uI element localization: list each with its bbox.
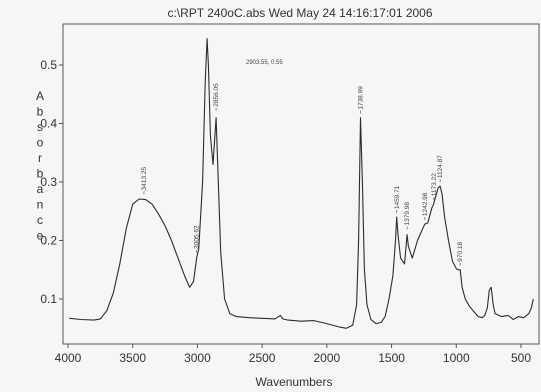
peak-label: 1242.98 xyxy=(422,192,429,216)
y-axis-label-letter: n xyxy=(37,198,44,212)
y-tick-label: 0.4 xyxy=(40,117,57,131)
y-tick-label: 0.5 xyxy=(40,58,57,72)
x-axis-ticks: 4000 3500 3000 2500 2000 1500 1000 500 xyxy=(55,344,531,365)
x-tick-label: 3000 xyxy=(184,351,211,365)
y-axis-ticks: 0.1 0.2 0.3 0.4 0.5 xyxy=(40,58,63,306)
peak-label: 1124.87 xyxy=(437,155,444,178)
peak-label: 3413.25 xyxy=(141,166,148,190)
y-axis-label-letter: c xyxy=(37,213,43,227)
y-tick-label: 0.1 xyxy=(40,292,57,306)
peak-labels: 3413.25 3005.62 2856.05 1738.99 1459.711379.… xyxy=(141,83,464,266)
x-tick-label: 1000 xyxy=(443,351,470,365)
y-axis-label-letter: r xyxy=(38,151,42,165)
y-tick-label: 0.2 xyxy=(40,234,57,248)
plot-frame xyxy=(62,23,540,345)
chart-title: c:\RPT 240oC.abs Wed May 24 14:16:17:01 … xyxy=(167,6,432,20)
x-tick-label: 2500 xyxy=(249,351,276,365)
peak-label: 1738.99 xyxy=(358,86,365,110)
y-axis-label-letter: a xyxy=(37,182,44,196)
y-axis-label-letter: o xyxy=(37,136,44,150)
spectrum-line xyxy=(69,38,534,329)
x-tick-label: 500 xyxy=(511,351,531,365)
y-axis-label-letter: s xyxy=(37,120,43,134)
peak-label: 970.18 xyxy=(457,241,464,261)
x-tick-label: 3500 xyxy=(119,351,146,365)
peak-label: 2856.05 xyxy=(213,83,220,107)
y-axis-label-letter: A xyxy=(36,89,44,103)
y-axis-label-letter: e xyxy=(37,229,44,243)
y-axis-label-letter: b xyxy=(37,105,44,119)
peak-label: 1379.98 xyxy=(404,202,411,226)
peak-label: 1173.22 xyxy=(431,173,438,196)
spectrum-series xyxy=(69,38,534,329)
x-tick-label: 4000 xyxy=(55,351,82,365)
y-tick-label: 0.3 xyxy=(40,175,57,189)
x-tick-label: 1500 xyxy=(378,351,405,365)
cursor-readout: 2903.55, 0.55 xyxy=(246,60,283,66)
x-axis-label: Wavenumbers xyxy=(256,375,333,389)
peak-label: 1459.71 xyxy=(394,185,401,209)
y-axis-label-letter: b xyxy=(37,167,44,181)
peak-label: 3005.62 xyxy=(194,225,201,249)
x-tick-label: 2000 xyxy=(314,351,341,365)
